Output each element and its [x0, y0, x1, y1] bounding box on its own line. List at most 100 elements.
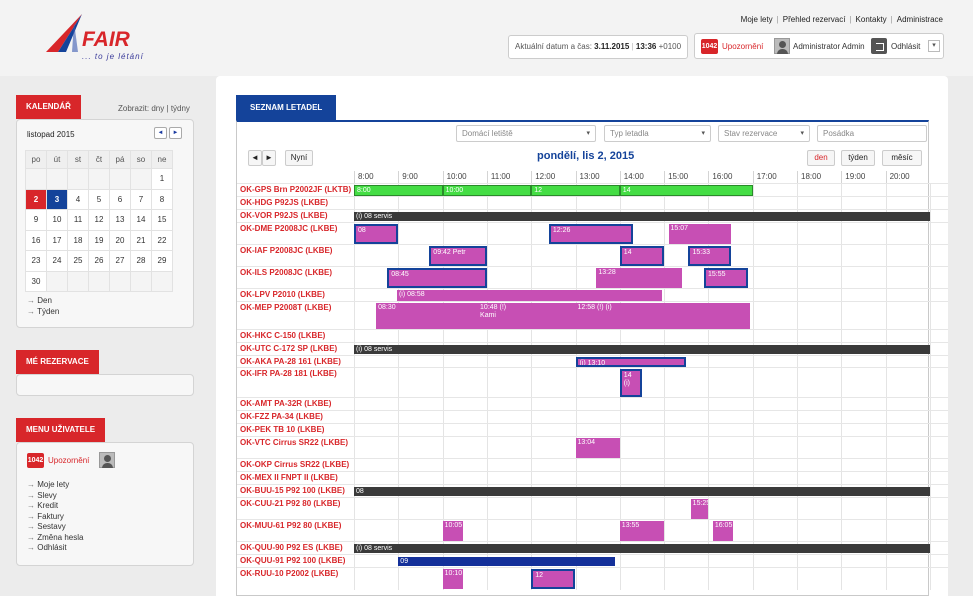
home-airport-select[interactable]: Domácí letiště: [456, 125, 596, 142]
user-menu-link-discounts[interactable]: Slevy: [27, 491, 83, 502]
aircraft-label[interactable]: OK-IAF P2008JC (LKBE): [240, 246, 333, 255]
calendar-day[interactable]: 29: [151, 250, 173, 272]
schedule-prev-button[interactable]: ◄: [248, 150, 262, 166]
show-weeks-link[interactable]: týdny: [170, 104, 190, 113]
calendar-prev-button[interactable]: ◄: [154, 127, 167, 139]
calendar-day[interactable]: 27: [109, 250, 131, 272]
aircraft-timeline[interactable]: 10:10 12: [354, 568, 931, 590]
aircraft-timeline[interactable]: (i) 08:58: [354, 289, 931, 302]
calendar-day[interactable]: 1: [151, 168, 173, 190]
aircraft-label[interactable]: OK-PEK TB 10 (LKBE): [240, 425, 325, 434]
reservation-block[interactable]: 10:48 (!) Kami: [478, 303, 523, 329]
aircraft-label[interactable]: OK-HDG P92JS (LKBE): [240, 198, 329, 207]
calendar-day[interactable]: 28: [130, 250, 152, 272]
aircraft-label[interactable]: OK-VOR P92JS (LKBE): [240, 211, 328, 220]
user-menu-link-reports[interactable]: Sestavy: [27, 522, 83, 533]
reservation-block[interactable]: 08:30: [376, 303, 751, 329]
reservation-block[interactable]: (i) 08:58: [396, 290, 662, 301]
reservation-block[interactable]: 13:55: [619, 521, 665, 541]
schedule-next-button[interactable]: ►: [262, 150, 276, 166]
aircraft-label[interactable]: OK-LPV P2010 (LKBE): [240, 290, 325, 299]
aircraft-label[interactable]: OK-FZZ PA-34 (LKBE): [240, 412, 323, 421]
reservation-block[interactable]: 08:45: [387, 268, 487, 288]
reservation-block[interactable]: 10:10: [442, 569, 463, 589]
aircraft-timeline[interactable]: (i) 08 servis: [354, 542, 931, 555]
reservation-block[interactable]: 12:26: [548, 224, 634, 244]
show-days-link[interactable]: dny: [151, 104, 165, 113]
calendar-day[interactable]: 9: [25, 209, 47, 231]
aircraft-timeline[interactable]: 09:42 Petr 14 15:33: [354, 245, 931, 267]
aircraft-timeline[interactable]: 08:45 13:28 15:55: [354, 267, 931, 289]
reservation-block[interactable]: 12: [531, 569, 576, 589]
fair-logo[interactable]: FAIR ... to je létání: [44, 12, 164, 70]
logout-link[interactable]: Odhlásit: [891, 42, 921, 51]
aircraft-timeline[interactable]: [354, 197, 931, 210]
user-menu-link-change-password[interactable]: Změna hesla: [27, 533, 83, 544]
reservation-block[interactable]: 15:55: [703, 268, 749, 288]
user-menu-link-logout[interactable]: Odhlásit: [27, 543, 83, 554]
notification-badge[interactable]: 1042: [701, 39, 718, 54]
aircraft-label[interactable]: OK-MUU-61 P92 80 (LKBE): [240, 521, 342, 530]
calendar-day[interactable]: 30: [25, 270, 47, 292]
aircraft-label[interactable]: OK-QUU-90 P92 ES (LKBE): [240, 543, 343, 552]
aircraft-label[interactable]: OK-AMT PA-32R (LKBE): [240, 399, 332, 408]
aircraft-timeline[interactable]: [354, 459, 931, 472]
aircraft-timeline[interactable]: 14 (i): [354, 368, 931, 398]
calendar-day[interactable]: 11: [67, 209, 89, 231]
view-month-button[interactable]: měsíc: [882, 150, 922, 166]
calendar-day[interactable]: 18: [67, 229, 89, 251]
reservation-block[interactable]: 08: [354, 487, 930, 496]
nav-contacts[interactable]: Kontakty: [855, 15, 887, 24]
calendar-day[interactable]: 7: [130, 188, 152, 210]
user-menu-notification-badge[interactable]: 1042: [27, 453, 44, 468]
aircraft-label[interactable]: OK-BUU-15 P92 100 (LKBE): [240, 486, 345, 495]
aircraft-timeline[interactable]: 09: [354, 555, 931, 568]
aircraft-label[interactable]: OK-UTC C-172 SP (LKBE): [240, 344, 338, 353]
view-day-button[interactable]: den: [807, 150, 835, 166]
calendar-day[interactable]: 19: [88, 229, 110, 251]
aircraft-label[interactable]: OK-MEP P2008T (LKBE): [240, 303, 332, 312]
calendar-day[interactable]: 23: [25, 250, 47, 272]
calendar-day[interactable]: 22: [151, 229, 173, 251]
reservation-block[interactable]: 16:05: [712, 521, 733, 541]
calendar-day[interactable]: 24: [46, 250, 68, 272]
calendar-link-week[interactable]: Týden: [27, 307, 59, 318]
reservation-block[interactable]: (i) 08 servis: [354, 345, 930, 354]
calendar-link-day[interactable]: Den: [27, 296, 59, 307]
aircraft-timeline[interactable]: (i) 08 servis: [354, 210, 931, 223]
nav-my-flights[interactable]: Moje lety: [740, 15, 773, 24]
aircraft-label[interactable]: OK-QUU-91 P92 100 (LKBE): [240, 556, 346, 565]
reservation-status-select[interactable]: Stav rezervace: [718, 125, 810, 142]
reservation-block[interactable]: 13:28: [596, 268, 682, 288]
calendar-day[interactable]: 8: [151, 188, 173, 210]
reservation-block[interactable]: 08: [354, 224, 399, 244]
calendar-day[interactable]: 16: [25, 229, 47, 251]
calendar-day[interactable]: 14: [130, 209, 152, 231]
aircraft-timeline[interactable]: 13:04: [354, 437, 931, 459]
calendar-day[interactable]: 13: [109, 209, 131, 231]
aircraft-label[interactable]: OK-ILS P2008JC (LKBE): [240, 268, 333, 277]
user-menu-link-invoices[interactable]: Faktury: [27, 512, 83, 523]
user-menu-link-credit[interactable]: Kredit: [27, 501, 83, 512]
reservation-block[interactable]: 14: [619, 185, 753, 196]
reservation-block[interactable]: 13:04: [575, 438, 620, 458]
user-menu-dropdown[interactable]: ▾: [928, 40, 940, 52]
calendar-day[interactable]: 4: [67, 188, 89, 210]
aircraft-label[interactable]: OK-AKA PA-28 161 (LKBE): [240, 357, 341, 366]
reservation-block[interactable]: 10:05: [442, 521, 463, 541]
calendar-day[interactable]: 12: [88, 209, 110, 231]
aircraft-timeline[interactable]: 10:05 13:55 16:05: [354, 520, 931, 542]
reservation-block[interactable]: (i) 08 servis: [354, 212, 930, 221]
aircraft-label[interactable]: OK-OKP Cirrus SR22 (LKBE): [240, 460, 350, 469]
aircraft-timeline[interactable]: (i) 13:10: [354, 356, 931, 368]
view-week-button[interactable]: týden: [841, 150, 875, 166]
aircraft-label[interactable]: OK-VTC Cirrus SR22 (LKBE): [240, 438, 349, 447]
calendar-day[interactable]: 2: [25, 188, 47, 210]
aircraft-timeline[interactable]: [354, 398, 931, 411]
crew-input[interactable]: Posádka: [817, 125, 927, 142]
calendar-day[interactable]: 15: [151, 209, 173, 231]
aircraft-label[interactable]: OK-RUU-10 P2002 (LKBE): [240, 569, 339, 578]
aircraft-timeline[interactable]: 8:00 10:00 12 14: [354, 184, 931, 197]
aircraft-type-select[interactable]: Typ letadla: [604, 125, 711, 142]
user-name[interactable]: Administrator Admin: [793, 42, 865, 51]
